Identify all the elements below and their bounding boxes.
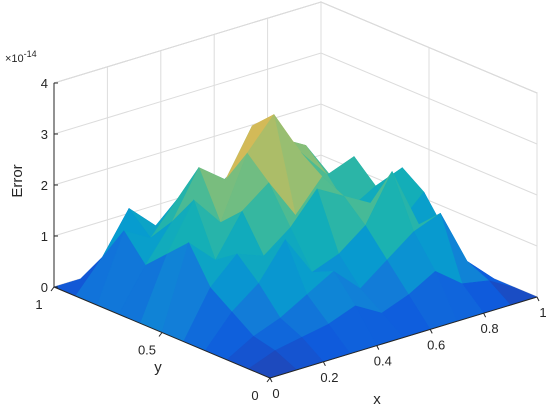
x-tick-mark (322, 361, 326, 367)
axes-layer: 0 0.2 0.4 0.6 0.8 1 0 0.5 1 0 1 2 3 4 (35, 76, 546, 403)
z-tick-label: 4 (41, 76, 48, 91)
x-tick-mark (269, 377, 273, 383)
z-tick-label: 1 (41, 229, 48, 244)
x-tick-mark (483, 312, 487, 318)
x-tick-label: 0 (272, 386, 279, 401)
y-tick-mark (266, 377, 271, 383)
x-axis-line (269, 296, 538, 379)
z-axis-label: Error (9, 164, 26, 197)
x-tick-label: 1 (539, 305, 546, 320)
z-exponent: ×10-14 (5, 49, 37, 65)
y-tick-mark (158, 332, 163, 337)
x-tick-mark (429, 329, 433, 334)
z-tick-label: 0 (41, 280, 48, 295)
surface-layer (53, 113, 538, 379)
z-exponent-power: -14 (24, 49, 37, 59)
z-tick-label: 2 (41, 178, 48, 193)
y-axis-label: y (154, 359, 162, 376)
x-tick-label: 0.2 (320, 370, 338, 385)
z-tick-label: 3 (41, 127, 48, 142)
x-tick-label: 0.4 (374, 354, 392, 369)
z-gridline (53, 52, 538, 145)
y-tick-mark (50, 286, 55, 292)
y-tick-label: 0.5 (138, 343, 156, 358)
x-tick-label: 0.8 (481, 321, 499, 336)
z-exponent-base: ×10 (5, 53, 24, 65)
x-tick-mark (376, 345, 380, 350)
x-axis-label: x (373, 391, 381, 408)
x-tick-label: 0.6 (427, 337, 445, 352)
y-tick-label: 0 (251, 388, 258, 403)
labels-layer: Error x y ×10-14 (5, 49, 381, 408)
y-tick-label: 1 (35, 297, 42, 312)
z-gridline (53, 1, 538, 94)
x-tick-mark (536, 296, 540, 302)
